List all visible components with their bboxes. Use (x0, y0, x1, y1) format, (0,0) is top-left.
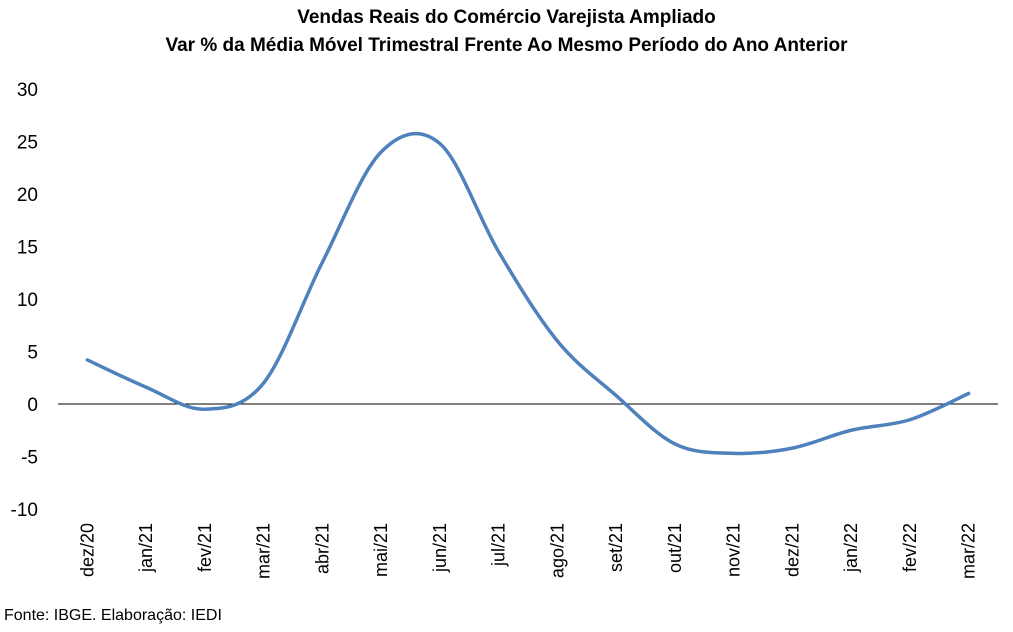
y-tick-label: 10 (17, 290, 38, 311)
x-tick-label: ago/21 (547, 523, 567, 578)
chart-subtitle: Var % da Média Móvel Trimestral Frente A… (165, 35, 848, 56)
x-tick-label: jan/22 (841, 523, 861, 573)
x-tick-label: jul/21 (489, 523, 509, 567)
x-tick-label: nov/21 (724, 523, 744, 577)
x-tick-label: out/21 (665, 523, 685, 573)
x-tick-label: abr/21 (312, 523, 332, 574)
x-tick-label: jun/21 (430, 523, 450, 573)
y-tick-label: -10 (11, 500, 38, 521)
y-tick-label: 5 (27, 343, 38, 364)
x-tick-label: mar/22 (959, 523, 979, 579)
series-layer (85, 132, 971, 456)
y-tick-label: 20 (17, 185, 38, 206)
x-tick-label: mai/21 (371, 523, 391, 577)
x-tick-label: dez/21 (782, 523, 802, 577)
y-axis: 30 25 20 15 10 5 0 -5 -10 (11, 80, 38, 521)
y-tick-label: -5 (21, 448, 38, 469)
y-tick-label: 30 (17, 80, 38, 101)
x-tick-label: fev/21 (195, 523, 215, 572)
x-tick-label: dez/20 (77, 523, 97, 577)
x-tick-label: mar/21 (254, 523, 274, 579)
x-tick-label: fev/22 (900, 523, 920, 572)
y-tick-label: 25 (17, 133, 38, 154)
y-tick-label: 0 (27, 395, 38, 416)
y-tick-label: 15 (17, 238, 38, 259)
series-line (85, 132, 971, 456)
chart-title: Vendas Reais do Comércio Varejista Ampli… (297, 7, 716, 28)
x-tick-label: set/21 (606, 523, 626, 572)
x-axis: dez/20 jan/21 fev/21 mar/21 abr/21 mai/21 jun/… (58, 403, 998, 579)
source-note: Fonte: IBGE. Elaboração: IEDI (4, 607, 222, 624)
x-tick-label: jan/21 (136, 523, 156, 573)
